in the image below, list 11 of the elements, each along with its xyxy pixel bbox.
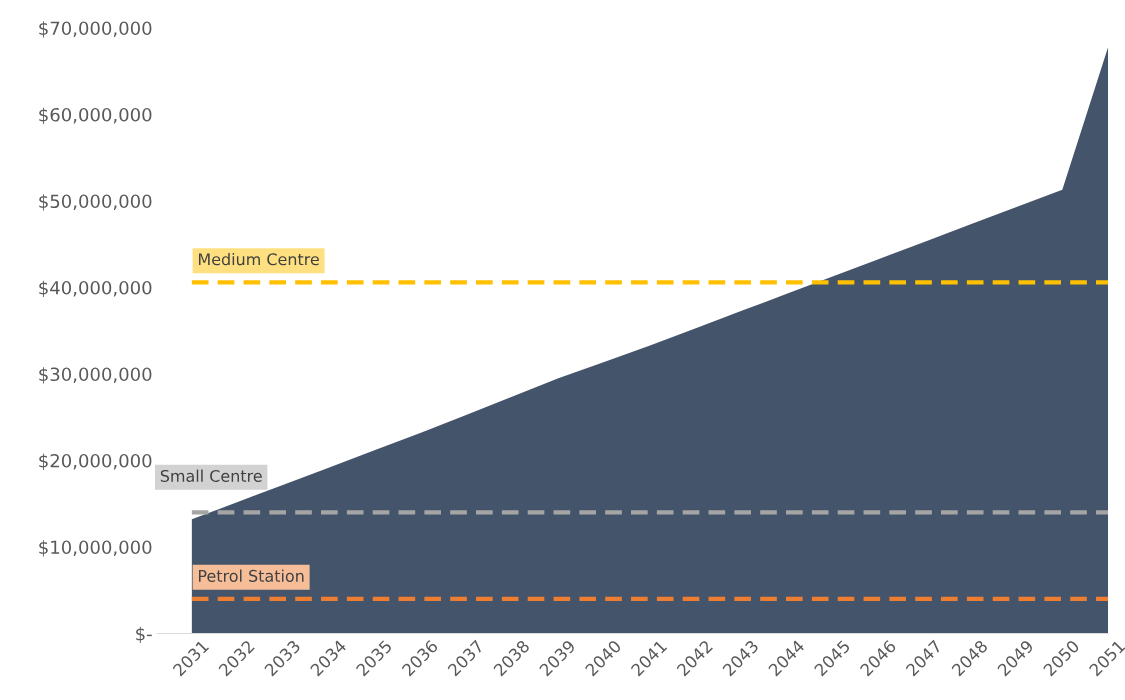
y-tick-label: $- [136,626,152,644]
y-tick-label: $30,000,000 [39,367,152,384]
y-tick-label: $10,000,000 [39,540,152,557]
ref-line-label: Small Centre [160,469,262,482]
ref-line-label: Medium Centre [198,252,319,266]
ref-line-label: Petrol Station [198,569,304,582]
y-tick-label: $60,000,000 [39,107,152,125]
y-tick-label: $50,000,000 [39,194,152,211]
y-tick-label: $70,000,000 [39,21,152,38]
y-tick-label: $20,000,000 [39,453,152,471]
y-tick-label: $40,000,000 [39,280,152,298]
